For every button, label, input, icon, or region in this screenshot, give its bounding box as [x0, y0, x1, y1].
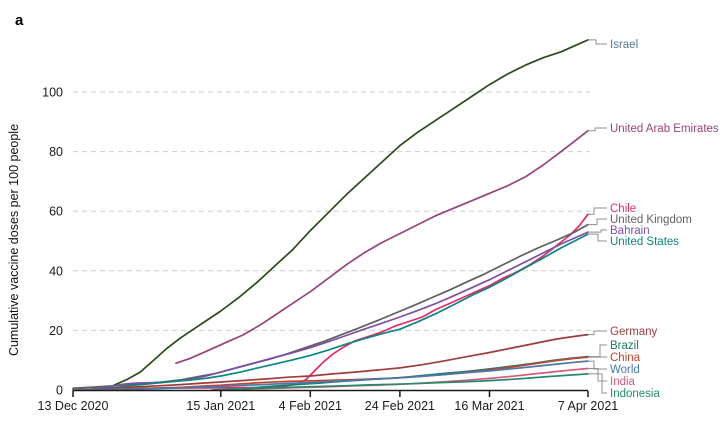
- country-label-united-arab-emirates: United Arab Emirates: [610, 123, 719, 135]
- leader-line-bahrain: [588, 229, 607, 233]
- series-line-united-arab-emirates: [175, 129, 589, 365]
- leader-line-world: [588, 360, 607, 370]
- leader-line-chile: [588, 207, 607, 215]
- y-tick-label: 60: [49, 205, 63, 219]
- panel-label: a: [15, 12, 24, 29]
- y-tick-label: 100: [42, 86, 63, 100]
- x-tick-label: 13 Dec 2020: [38, 399, 109, 413]
- y-tick-label: 40: [49, 264, 63, 278]
- leader-line-united-kingdom: [588, 218, 607, 226]
- leader-line-germany: [588, 330, 607, 336]
- country-label-germany: Germany: [610, 326, 658, 338]
- leader-line-united-states: [588, 233, 607, 242]
- series-line-world: [72, 360, 589, 391]
- x-tick-label: 4 Feb 2021: [279, 399, 342, 413]
- country-label-israel: Israel: [610, 39, 638, 51]
- country-label-china: China: [610, 352, 641, 364]
- x-tick-label: 16 Mar 2021: [454, 399, 524, 413]
- leader-line-united-arab-emirates: [588, 127, 607, 132]
- country-label-indonesia: Indonesia: [610, 388, 660, 400]
- series-line-united-states: [72, 233, 589, 391]
- y-tick-label: 0: [56, 384, 63, 398]
- country-label-united-kingdom: United Kingdom: [610, 214, 692, 226]
- x-tick-label: 7 Apr 2021: [558, 399, 619, 413]
- country-label-world: World: [610, 364, 640, 376]
- y-tick-label: 20: [49, 324, 63, 338]
- country-label-brazil: Brazil: [610, 340, 639, 352]
- x-tick-label: 24 Feb 2021: [365, 399, 435, 413]
- country-label-india: India: [610, 376, 636, 388]
- country-label-united-states: United States: [610, 236, 679, 248]
- leader-line-israel: [588, 39, 607, 45]
- series-line-israel: [99, 39, 589, 391]
- series-line-germany: [72, 333, 589, 391]
- country-label-chile: Chile: [610, 203, 636, 215]
- x-tick-label: 15 Jan 2021: [186, 399, 255, 413]
- country-label-bahrain: Bahrain: [610, 225, 650, 237]
- leader-line-indonesia: [588, 373, 607, 394]
- leader-line-brazil: [588, 344, 607, 358]
- series-line-indonesia: [210, 373, 589, 391]
- series-line-chile: [121, 213, 589, 391]
- leader-line-india: [588, 368, 607, 382]
- y-tick-label: 80: [49, 145, 63, 159]
